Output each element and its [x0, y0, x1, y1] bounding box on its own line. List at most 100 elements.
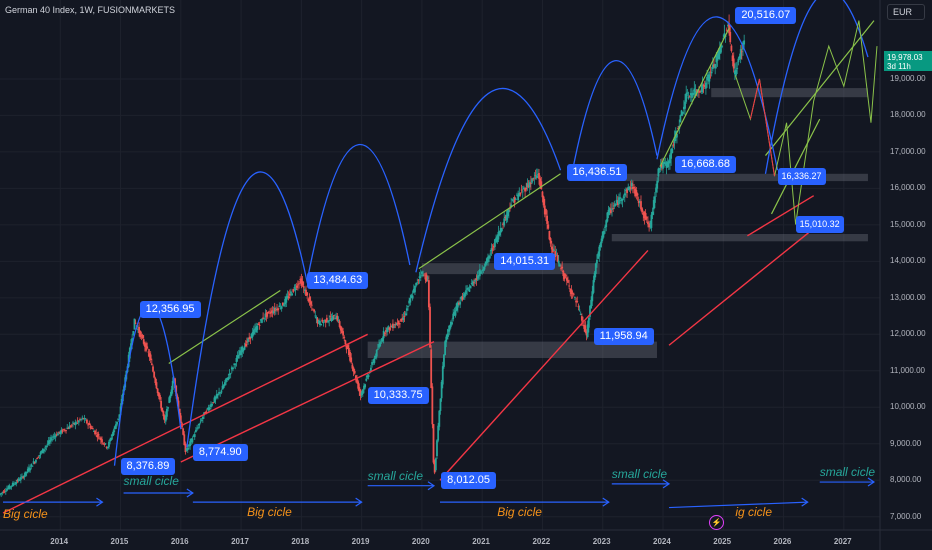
candle-body	[236, 355, 239, 358]
candle-body	[2, 491, 5, 493]
cycle-arc	[186, 171, 309, 448]
candle-body	[447, 329, 450, 332]
candle-body	[186, 447, 189, 451]
candle-body	[720, 43, 722, 53]
trend-line	[770, 118, 821, 215]
candle-body	[503, 218, 506, 226]
price-callout[interactable]: 8,774.90	[192, 443, 248, 461]
candle-body	[558, 264, 561, 267]
candle-body	[298, 283, 300, 285]
price-callout[interactable]: 10,333.75	[367, 387, 429, 405]
candle-body	[714, 63, 717, 69]
price-callout[interactable]: 16,668.68	[675, 156, 736, 173]
bolt-icon[interactable]: ⚡	[709, 515, 724, 530]
candle-body	[257, 324, 260, 325]
candle-body	[490, 248, 493, 252]
candle-body	[731, 55, 734, 62]
candle-body	[604, 226, 606, 228]
candle-body	[516, 194, 518, 196]
candle-body	[732, 58, 735, 69]
candle-body	[84, 419, 87, 421]
candle-body	[458, 302, 460, 305]
candle-body	[688, 96, 691, 98]
candle-body	[64, 430, 66, 431]
cycles-big-label: Big cicle	[247, 505, 292, 520]
candle-body	[739, 49, 742, 60]
candle-body	[117, 418, 120, 420]
price-callout[interactable]: 8,012.05	[441, 471, 496, 489]
candle-body	[524, 188, 526, 192]
candle-body	[284, 298, 287, 305]
candle-body	[248, 337, 251, 339]
candle-body	[155, 382, 158, 389]
support-line	[439, 249, 649, 481]
currency-button[interactable]: EUR	[887, 4, 925, 20]
price-callout[interactable]: 12,356.95	[139, 301, 201, 319]
candle-body	[53, 435, 56, 437]
price-callout[interactable]: 14,015.31	[494, 252, 556, 270]
candle-body	[360, 392, 363, 396]
candle-body	[118, 414, 121, 418]
candle-body	[213, 397, 216, 403]
candle-body	[79, 418, 81, 420]
candle-body	[575, 300, 577, 303]
price-callout[interactable]: 8,376.89	[120, 458, 176, 476]
price-callout[interactable]: 11,958.94	[593, 327, 654, 345]
price-callout[interactable]: 16,336.27	[777, 168, 826, 186]
candle-body	[276, 308, 278, 311]
candle-body	[736, 68, 739, 69]
candle-body	[651, 211, 654, 215]
candle-body	[529, 182, 532, 184]
price-callout[interactable]: 20,516.07	[735, 6, 797, 24]
candle-body	[625, 190, 627, 191]
price-callout[interactable]: 16,436.51	[566, 164, 628, 182]
candle-body	[268, 311, 270, 313]
candle-body	[193, 434, 196, 438]
candle-body	[622, 196, 625, 198]
candle-body	[86, 419, 88, 424]
x-tick-label: 2015	[110, 537, 129, 546]
candle-body	[324, 319, 327, 323]
candle-body	[449, 321, 452, 327]
candle-body	[686, 92, 689, 94]
candle-body	[467, 287, 470, 289]
candle-body	[709, 71, 712, 73]
candle-body	[241, 346, 244, 353]
arrow-head	[801, 497, 809, 507]
support-zone	[611, 233, 868, 242]
candle-body	[356, 377, 358, 383]
candle-body	[699, 90, 702, 93]
price-callout[interactable]: 13,484.63	[307, 272, 369, 290]
candle-body	[534, 175, 537, 177]
candle-body	[148, 353, 151, 358]
candle-body	[583, 324, 586, 329]
candle-body	[258, 324, 261, 326]
candle-body	[597, 253, 600, 259]
candle-body	[631, 186, 634, 190]
arrow-head	[867, 477, 876, 487]
candle-body	[320, 323, 322, 326]
candle-body	[737, 58, 740, 63]
candle-body	[711, 64, 714, 70]
candle-body	[444, 341, 447, 356]
price-callout[interactable]: 15,010.32	[795, 216, 844, 234]
candle-body	[140, 334, 143, 337]
candle-body	[361, 389, 364, 394]
support-line	[2, 333, 368, 514]
candle-body	[425, 274, 428, 281]
candle-body	[676, 134, 678, 138]
candle-body	[41, 448, 44, 454]
candle-body	[161, 407, 164, 412]
candle-body	[73, 423, 76, 425]
candle-body	[23, 475, 26, 478]
candle-body	[619, 197, 622, 199]
candle-body	[281, 302, 284, 306]
candle-body	[32, 461, 35, 464]
candle-body	[545, 208, 547, 215]
candle-body	[579, 314, 582, 315]
candle-body	[453, 312, 456, 316]
candle-body	[199, 421, 202, 423]
candle-body	[648, 223, 651, 228]
candle-body	[634, 188, 637, 197]
